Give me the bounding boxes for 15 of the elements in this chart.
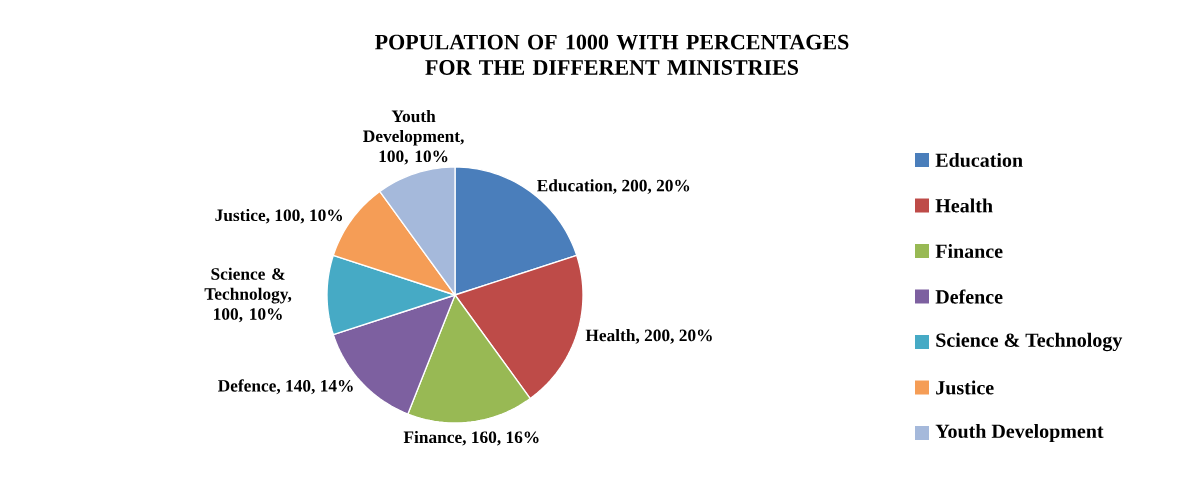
- data-label: Youth Development, 100, 10%: [363, 109, 464, 165]
- data-label: Science & Technology, 100, 10%: [204, 267, 292, 323]
- legend-label: Youth Development: [935, 423, 1104, 443]
- legend-label: Health: [935, 198, 993, 213]
- legend-label: Finance: [935, 243, 1003, 259]
- data-label: Finance, 160, 16%: [403, 430, 539, 446]
- data-label: Justice, 100, 10%: [215, 208, 343, 224]
- data-label: Defence, 140, 14%: [218, 379, 353, 395]
- legend-label: Science & Technology: [936, 332, 1123, 352]
- legend-label: Defence: [935, 289, 1003, 304]
- chart-title: POPULATION OF 1000 WITH PERCENTAGES FOR THE DIFFERENT MINISTRIES: [375, 34, 849, 75]
- data-label: Health, 200, 20%: [585, 329, 712, 344]
- legend-label: Justice: [936, 380, 994, 395]
- data-label: Education, 200, 20%: [536, 179, 690, 194]
- legend-label: Education: [935, 152, 1023, 168]
